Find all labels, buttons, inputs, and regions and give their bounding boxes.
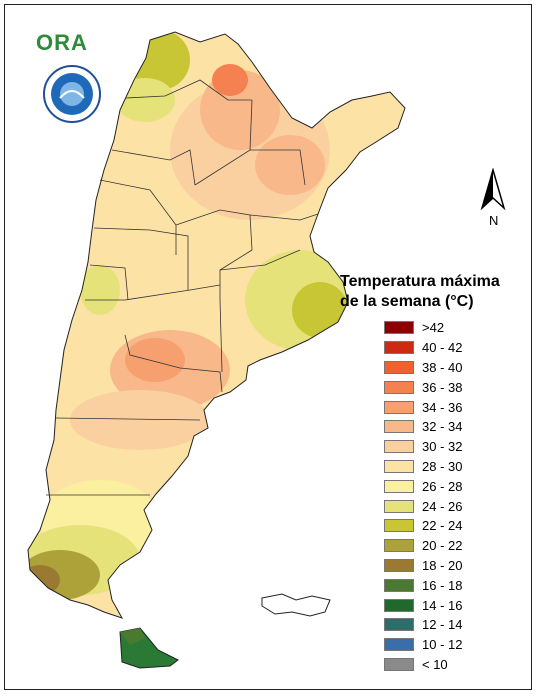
- legend-swatch: [384, 459, 414, 473]
- legend-label: 36 - 38: [422, 379, 463, 395]
- legend-swatch: [384, 321, 414, 335]
- legend-item: 28 - 30: [384, 457, 462, 477]
- legend-swatch: [384, 479, 414, 493]
- legend-label: 16 - 18: [422, 577, 463, 593]
- legend-swatch: [384, 341, 414, 355]
- legend-item: 32 - 34: [384, 417, 462, 437]
- legend-label: 40 - 42: [422, 340, 463, 356]
- legend-swatch: [384, 598, 414, 612]
- legend-label: 28 - 30: [422, 458, 463, 474]
- legend-label: 34 - 36: [422, 399, 463, 415]
- legend-item: 22 - 24: [384, 516, 462, 536]
- legend-item: 40 - 42: [384, 338, 462, 358]
- legend-item: 12 - 14: [384, 615, 462, 635]
- legend-label: 18 - 20: [422, 557, 463, 573]
- legend-swatch: [384, 618, 414, 632]
- legend-label: 14 - 16: [422, 597, 463, 613]
- legend-item: 38 - 40: [384, 358, 462, 378]
- legend-label: < 10: [422, 656, 448, 672]
- legend-label: 24 - 26: [422, 498, 463, 514]
- legend-swatch: [384, 578, 414, 592]
- legend-item: 30 - 32: [384, 437, 462, 457]
- legend-item: 16 - 18: [384, 575, 462, 595]
- legend-item: 24 - 26: [384, 496, 462, 516]
- legend-label: 26 - 28: [422, 478, 463, 494]
- legend-item: 10 - 12: [384, 635, 462, 655]
- legend-title-line-1: Temperatura máxima: [340, 273, 500, 290]
- legend-swatch: [384, 519, 414, 533]
- legend-swatch: [384, 539, 414, 553]
- legend-swatch: [384, 657, 414, 671]
- legend-item: 36 - 38: [384, 377, 462, 397]
- legend-item: 20 - 22: [384, 536, 462, 556]
- legend-item: 18 - 20: [384, 556, 462, 576]
- legend-item: 34 - 36: [384, 397, 462, 417]
- north-arrow-icon: [480, 168, 506, 211]
- legend-swatch: [384, 380, 414, 394]
- legend-swatch: [384, 400, 414, 414]
- legend-swatch: [384, 499, 414, 513]
- smn-seal-icon: [43, 65, 101, 123]
- legend-swatch: [384, 638, 414, 652]
- legend-item: 14 - 16: [384, 595, 462, 615]
- legend-swatch: [384, 420, 414, 434]
- legend-label: 22 - 24: [422, 518, 463, 534]
- legend-swatch: [384, 558, 414, 572]
- legend-label: 38 - 40: [422, 359, 463, 375]
- legend-swatch: [384, 360, 414, 374]
- legend-label: >42: [422, 320, 445, 336]
- legend-swatch: [384, 440, 414, 454]
- legend-item: 26 - 28: [384, 476, 462, 496]
- legend-title-line-2: de la semana (°C): [340, 293, 474, 310]
- north-label: N: [489, 213, 499, 228]
- legend-label: 32 - 34: [422, 419, 463, 435]
- ora-logo: ORA: [36, 30, 88, 55]
- legend-label: 10 - 12: [422, 637, 463, 653]
- legend: >42 40 - 42 38 - 40 36 - 38 34 - 36 32 - 34 30…: [384, 318, 462, 674]
- legend-item: < 10: [384, 655, 462, 675]
- legend-label: 30 - 32: [422, 439, 463, 455]
- legend-title: Temperatura máxima de la semana (°C): [340, 272, 530, 312]
- legend-label: 12 - 14: [422, 617, 463, 633]
- legend-label: 20 - 22: [422, 538, 463, 554]
- map-frame: [4, 4, 532, 690]
- legend-item: >42: [384, 318, 462, 338]
